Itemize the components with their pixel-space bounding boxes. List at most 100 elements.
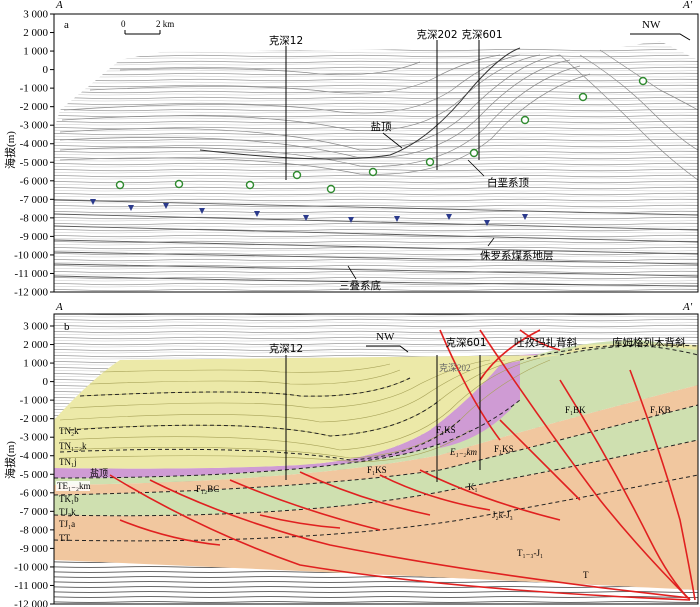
cretaceous-markers [115, 76, 648, 194]
panel-a [54, 14, 698, 292]
fault-label-6: F₁₂BC [196, 484, 219, 494]
unit-green-lower [54, 405, 698, 516]
panel-a-tick-label: -3 000 [20, 120, 49, 132]
jurassic-markers [90, 199, 528, 226]
scale-bar: 0 2 km [121, 19, 174, 35]
panel-b-tick-label: -1 000 [20, 395, 49, 407]
panel-letter-a: a [64, 19, 69, 31]
horizon-label-3: TN₁j [59, 457, 77, 467]
direction-arrow-b: NW [366, 331, 409, 353]
horizon-label-4: TE₁₋₂km [57, 481, 91, 491]
annotation-triassic-base: 三叠系底 [339, 279, 381, 292]
panel-a-tick-label: -5 000 [20, 157, 49, 169]
horizon-label-2: TN₁₋₂k [59, 441, 87, 451]
annotation-jurassic-coal: 侏罗系煤系地层 [480, 249, 554, 262]
panel-a-tick-label: -6 000 [20, 175, 49, 187]
circle-marker [638, 76, 648, 86]
svg-text:NW: NW [376, 331, 395, 343]
svg-text:NW: NW [642, 19, 661, 31]
unit-orange [54, 440, 698, 590]
panel-a-tick-label: -10 000 [14, 249, 48, 261]
fault-label-3: F₁KS [436, 425, 456, 435]
triangle-marker [90, 199, 96, 205]
label-box [56, 481, 90, 491]
well-label-a-1: 克深12 [269, 35, 303, 47]
corner-right-b: A' [682, 301, 693, 313]
circle-marker [368, 167, 378, 177]
circle-marker [245, 180, 255, 190]
well-label-b-1: 克深12 [269, 343, 303, 355]
panel-b-tick-label: -10 000 [14, 561, 48, 573]
panel-a-tick-label: -1 000 [20, 83, 49, 95]
y-axis-label-a: 海拔(m) [3, 131, 17, 169]
circle-marker [425, 157, 435, 167]
scale-zero: 0 [121, 19, 126, 29]
panel-b-tick-label: 3 000 [23, 321, 48, 333]
panel-a-tick-label: 1 000 [23, 46, 48, 58]
panel-b-tick-label: 1 000 [23, 358, 48, 370]
annotation-salt-top: 盐顶 [371, 120, 392, 133]
fault-label-1: F₁KS [367, 465, 387, 475]
panel-a-tick-label: -7 000 [20, 194, 49, 206]
y-axis-label-b: 海拔(m) [3, 441, 17, 479]
panel-a-frame [53, 13, 699, 293]
leader-lines-a [347, 132, 495, 280]
structure-label-kumugelie: 库姆格列木背斜 [612, 336, 686, 349]
well-label-a-2: 克深202 [416, 29, 457, 41]
panel-b-tick-label: -12 000 [14, 599, 48, 607]
scale-dist: 2 km [156, 19, 174, 29]
unit-label-ekm: E₁₋₂km [449, 447, 478, 457]
triangle-marker [394, 216, 400, 222]
triangle-marker [128, 205, 134, 211]
panel-a-tick-label: 2 000 [23, 27, 48, 39]
horizon-label-1: TN₂k [59, 426, 79, 436]
triangle-marker [348, 217, 354, 223]
triangle-marker [199, 208, 205, 214]
well-label-b-faint: 克深202 [439, 363, 471, 373]
panel-b-tick-label: -11 000 [14, 580, 48, 592]
circle-marker [292, 170, 302, 180]
unit-yellow [54, 355, 560, 469]
horizon-label-7: TJ₁a [59, 519, 75, 529]
direction-arrow-a: NW [630, 19, 691, 41]
horizon-label-6: TJ₃k [59, 507, 76, 517]
panel-b-tick-label: -7 000 [20, 506, 49, 518]
faults [109, 329, 696, 601]
well-label-a-3: 克深601 [461, 29, 502, 41]
corner-left-a: A [55, 0, 63, 11]
triangle-marker [484, 220, 490, 226]
circle-marker [174, 179, 184, 189]
horizon-label-8: TT [59, 533, 70, 543]
panel-b-tick-label: -4 000 [20, 450, 49, 462]
panel-a-tick-label: -4 000 [20, 138, 49, 150]
fault-label-4: F₁BK [565, 405, 586, 415]
triangle-marker [303, 215, 309, 221]
panel-a-tick-label: -2 000 [20, 101, 49, 113]
circle-marker [520, 115, 530, 125]
triangle-marker [522, 214, 528, 220]
panel-b [54, 314, 698, 604]
panel-b-tick-label: -9 000 [20, 543, 49, 555]
panel-a-tick-label: -9 000 [20, 231, 49, 243]
triangle-marker [446, 214, 452, 220]
dashed-horizons [54, 344, 698, 542]
structure-label-tuyemaza: 吐孜玛扎背斜 [514, 336, 577, 349]
panel-b-tick-label: -5 000 [20, 469, 49, 481]
corner-left-b: A [55, 301, 63, 313]
fault-label-5: F₁KB [650, 405, 671, 415]
panel-b-tick-label: -2 000 [20, 413, 49, 425]
circle-marker [326, 184, 336, 194]
salt-top-horizon [199, 47, 521, 160]
circle-marker [469, 148, 479, 158]
panel-b-frame [53, 313, 699, 605]
panel-b-tick-label: 0 [43, 376, 49, 388]
panel-a-tick-label: -12 000 [14, 287, 48, 299]
circle-marker [115, 180, 125, 190]
panel-a-tick-label: 3 000 [23, 9, 48, 21]
y-axis-b: 3 000 2 000 1 000 0 -1 000 -2 000 -3 000 -4 000… [14, 321, 54, 607]
unit-label-salt: 盐顶 [90, 467, 108, 478]
panel-b-tick-label: -6 000 [20, 487, 49, 499]
panel-b-tick-label: -3 000 [20, 432, 49, 444]
well-label-b-2: 克深601 [445, 337, 486, 349]
